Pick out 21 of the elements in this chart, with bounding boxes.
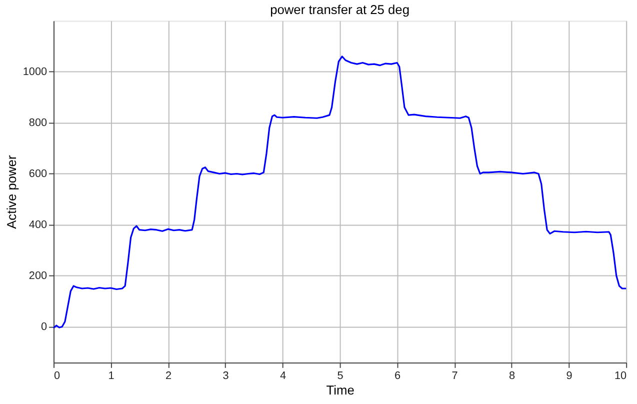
y-tick-label: 800 bbox=[28, 117, 48, 130]
y-tick-label: 600 bbox=[28, 168, 48, 180]
y-tick-label: 1000 bbox=[22, 66, 48, 78]
x-tick-label: 0 bbox=[54, 370, 60, 382]
x-tick-label: 1 bbox=[108, 370, 114, 382]
x-tick-label: 7 bbox=[452, 370, 458, 382]
x-tick-label: 4 bbox=[280, 370, 286, 382]
x-tick-label: 10 bbox=[614, 370, 627, 382]
y-tick-label: 0 bbox=[40, 321, 48, 334]
y-tick-label: 400 bbox=[28, 219, 48, 232]
x-tick-label: 3 bbox=[222, 370, 229, 382]
x-axis-title: Time bbox=[326, 382, 354, 398]
x-tick-label: 6 bbox=[394, 370, 401, 382]
x-tick-label: 5 bbox=[337, 370, 344, 382]
chart-title: power transfer at 25 deg bbox=[270, 2, 410, 17]
x-tick-label: 9 bbox=[566, 370, 572, 382]
x-tick-label: 2 bbox=[165, 370, 172, 382]
line-series bbox=[52, 56, 627, 329]
y-axis-title: Active power bbox=[4, 154, 19, 229]
x-tick-label: 8 bbox=[509, 370, 516, 382]
y-tick-label: 200 bbox=[28, 270, 48, 282]
